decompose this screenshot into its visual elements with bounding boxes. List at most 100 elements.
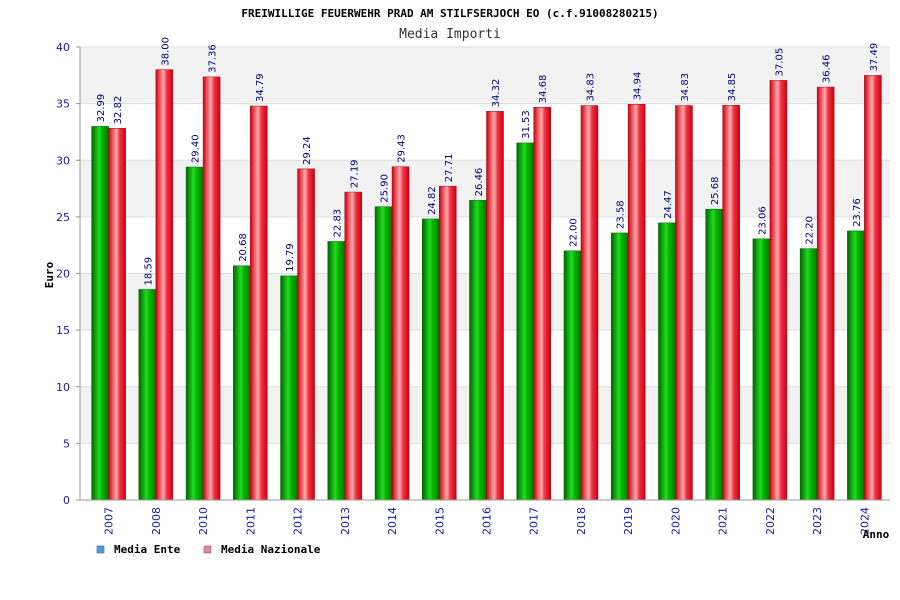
legend: Media Ente Media Nazionale: [96, 543, 321, 556]
value-labels: 32.99 32.82 18.59 38.00 29.40 37.36 20.68 34.79…: [96, 37, 880, 285]
bar-media-ente-2019: [610, 232, 629, 501]
y-tick-label: 5: [63, 437, 70, 450]
bar-media-ente-2020: [658, 222, 676, 501]
bar-media-ente-2017: [516, 142, 534, 501]
x-tick-label: 2018: [575, 507, 588, 535]
plot-band: [80, 47, 890, 104]
value-label: 32.82: [113, 96, 124, 125]
x-tick-label: 2016: [481, 507, 494, 535]
value-label: 18.59: [143, 257, 154, 286]
bar-media-ente-2007: [91, 126, 109, 501]
x-tick-label: 2008: [150, 507, 163, 535]
x-tick-label: 2022: [764, 507, 777, 535]
bar-media-ente-2008: [138, 289, 157, 501]
value-label: 36.46: [822, 54, 833, 83]
y-tick-label: 15: [56, 324, 70, 337]
bar-media-nazionale-2018: [580, 105, 599, 501]
bar-media-nazionale-2023: [816, 86, 835, 501]
value-label: 24.82: [427, 186, 438, 215]
bar-media-nazionale-2017: [533, 106, 551, 501]
x-tick-label: 2019: [622, 507, 635, 535]
value-label: 19.79: [285, 243, 296, 272]
x-tick-label: 2011: [244, 507, 257, 535]
value-label: 22.00: [568, 218, 579, 247]
bar-media-ente-2021: [705, 208, 723, 501]
chart-title: FREIWILLIGE FEUERWEHR PRAD AM STILFSERJO…: [241, 7, 658, 20]
y-tick-label: 40: [56, 41, 70, 54]
y-tick-label: 25: [56, 211, 70, 224]
bar-media-nazionale-2008: [155, 69, 174, 501]
y-axis-ticks: 0 5 10 15 20 25 30 35 40: [56, 41, 80, 507]
value-label: 20.68: [238, 233, 249, 262]
y-tick-label: 20: [56, 268, 70, 281]
value-label: 25.68: [710, 177, 721, 206]
x-tick-label: 2012: [292, 507, 305, 535]
chart-subtitle: Media Importi: [399, 27, 501, 42]
x-tick-label: 2015: [433, 507, 446, 535]
legend-swatch-media-ente: [96, 545, 105, 554]
bar-media-nazionale-2010: [202, 76, 221, 501]
x-tick-label: 2021: [717, 507, 730, 535]
bar-media-ente-2018: [563, 250, 582, 501]
value-label: 34.83: [680, 73, 691, 102]
bar-media-nazionale-2019: [627, 104, 646, 501]
legend-label-media-ente: Media Ente: [114, 543, 181, 556]
value-label: 27.71: [444, 154, 455, 183]
value-label: 34.68: [538, 75, 549, 104]
x-tick-label: 2014: [386, 507, 399, 535]
bar-media-nazionale-2020: [675, 105, 693, 501]
value-label: 29.43: [397, 134, 408, 163]
y-tick-label: 0: [63, 494, 70, 507]
bar-media-nazionale-2013: [344, 191, 363, 501]
x-tick-label: 2024: [858, 507, 871, 535]
value-label: 22.20: [805, 216, 816, 245]
value-label: 37.05: [774, 48, 785, 77]
y-tick-label: 35: [56, 98, 70, 111]
value-label: 26.46: [474, 168, 485, 197]
value-label: 34.83: [585, 73, 596, 102]
y-tick-label: 10: [56, 381, 70, 394]
bar-media-nazionale-2016: [486, 111, 504, 501]
value-label: 23.58: [616, 200, 627, 229]
value-label: 32.99: [96, 94, 107, 123]
bar-media-nazionale-2011: [250, 105, 268, 501]
value-label: 29.40: [191, 134, 202, 163]
bar-media-nazionale-2007: [108, 128, 126, 501]
y-axis-label: Euro: [43, 261, 56, 288]
bar-media-ente-2015: [422, 218, 440, 501]
value-label: 31.53: [521, 110, 532, 139]
value-label: 34.79: [255, 73, 266, 102]
bar-media-ente-2014: [374, 206, 393, 501]
bar-media-ente-2022: [752, 238, 771, 501]
value-label: 23.06: [757, 206, 768, 235]
value-label: 37.49: [869, 43, 880, 72]
legend-swatch-media-nazionale: [203, 545, 212, 554]
bar-media-nazionale-2021: [722, 105, 740, 501]
bar-media-nazionale-2015: [439, 185, 457, 501]
value-label: 37.36: [208, 44, 219, 73]
bar-media-nazionale-2022: [769, 80, 788, 501]
bar-media-nazionale-2012: [297, 168, 315, 501]
bar-media-ente-2010: [185, 166, 204, 501]
value-label: 29.24: [302, 136, 313, 165]
x-tick-label: 2007: [103, 507, 116, 535]
x-tick-label: 2020: [669, 507, 682, 535]
x-axis-label: Anno: [863, 528, 890, 541]
value-label: 27.19: [349, 159, 360, 188]
bar-media-nazionale-2024: [864, 75, 882, 501]
legend-label-media-nazionale: Media Nazionale: [221, 543, 321, 556]
value-label: 22.83: [332, 209, 343, 238]
value-label: 24.47: [663, 190, 674, 219]
bar-media-ente-2012: [280, 275, 298, 501]
x-tick-label: 2017: [528, 507, 541, 535]
value-label: 38.00: [160, 37, 171, 66]
value-label: 34.32: [491, 79, 502, 108]
x-axis-ticks: 2007 2008 2010 2011 2012 2013 2014 2015 2016 2017…: [103, 507, 872, 535]
value-label: 34.85: [727, 73, 738, 102]
x-tick-label: 2013: [339, 507, 352, 535]
bar-media-ente-2011: [233, 265, 251, 501]
bar-media-ente-2013: [327, 241, 346, 501]
value-label: 34.94: [633, 72, 644, 101]
bar-media-ente-2023: [799, 248, 818, 501]
